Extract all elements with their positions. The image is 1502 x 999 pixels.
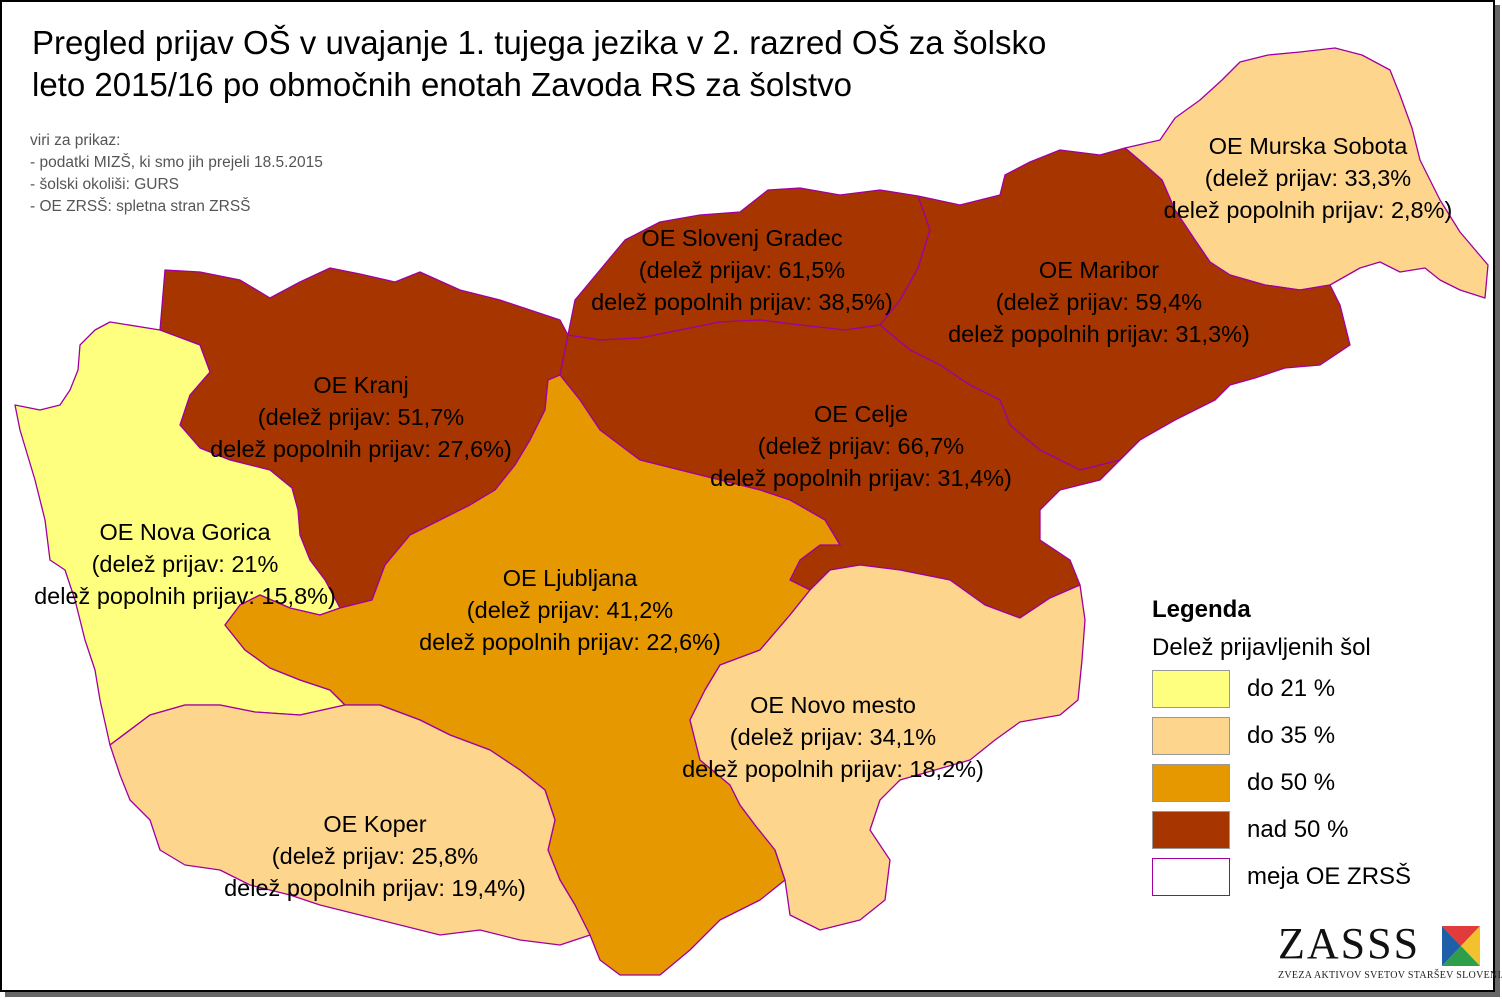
region-full-share: delež popolnih prijav: 31,3%)	[948, 321, 1250, 347]
legend-item: do 21 %	[1152, 668, 1371, 715]
legend-swatch	[1152, 811, 1230, 849]
region-share: (delež prijav: 34,1%	[729, 724, 937, 750]
label-maribor: OE Maribor (delež prijav: 59,4% delež po…	[948, 254, 1250, 350]
sources-line: - OE ZRSŠ: spletna stran ZRSŠ	[30, 198, 251, 215]
label-nova-gorica: OE Nova Gorica (delež prijav: 21% delež …	[34, 516, 336, 612]
legend-subtitle: Delež prijavljenih šol	[1152, 634, 1371, 661]
region-share: (delež prijav: 33,3%	[1204, 165, 1412, 191]
region-share: (delež prijav: 59,4%	[995, 289, 1203, 315]
legend: Legenda Delež prijavljenih šol do 21 % d…	[1152, 592, 1411, 903]
region-full-share: delež popolnih prijav: 22,6%)	[419, 629, 721, 655]
sources-note: viri za prikaz: - podatki MIZŠ, ki smo j…	[30, 130, 323, 218]
logo-subtitle: ZVEZA AKTIVOV SVETOV STARŠEV SLOVENIJE	[1278, 970, 1502, 981]
legend-swatch	[1152, 717, 1230, 755]
region-name: OE Murska Sobota	[1208, 133, 1408, 159]
legend-item: do 50 %	[1152, 762, 1371, 809]
region-full-share: delež popolnih prijav: 19,4%)	[224, 875, 526, 901]
region-name: OE Maribor	[1038, 257, 1160, 283]
region-full-share: delež popolnih prijav: 27,6%)	[210, 436, 512, 462]
label-murska-sobota: OE Murska Sobota (delež prijav: 33,3% de…	[1164, 130, 1453, 226]
logo-text: ZASSS	[1278, 919, 1421, 968]
region-share: (delež prijav: 21%	[91, 551, 279, 577]
logo-x-mark-icon	[1442, 926, 1480, 966]
zasss-logo: ZASSS ZVEZA AKTIVOV SVETOV STARŠEV SLOVE…	[1270, 918, 1502, 988]
region-name: OE Celje	[813, 401, 909, 427]
legend-swatch	[1152, 670, 1230, 708]
region-name: OE Kranj	[313, 372, 409, 398]
legend-label: do 50 %	[1247, 769, 1336, 796]
region-name: OE Novo mesto	[750, 692, 916, 718]
legend-swatch	[1152, 858, 1230, 896]
label-koper: OE Koper (delež prijav: 25,8% delež popo…	[224, 808, 526, 904]
label-ljubljana: OE Ljubljana (delež prijav: 41,2% delež …	[419, 562, 721, 658]
region-full-share: delež popolnih prijav: 38,5%)	[591, 289, 893, 315]
region-name: OE Slovenj Gradec	[641, 225, 843, 251]
region-share: (delež prijav: 41,2%	[466, 597, 674, 623]
region-novo-mesto[interactable]	[689, 564, 1086, 931]
region-name: OE Nova Gorica	[99, 519, 271, 545]
region-koper[interactable]	[109, 704, 591, 946]
region-share: (delež prijav: 51,7%	[257, 404, 465, 430]
region-share: (delež prijav: 25,8%	[271, 843, 479, 869]
legend-item: nad 50 %	[1152, 809, 1371, 856]
legend-label: meja OE ZRSŠ	[1247, 863, 1412, 890]
label-novo-mesto: OE Novo mesto (delež prijav: 34,1% delež…	[682, 689, 984, 785]
region-name: OE Ljubljana	[502, 565, 638, 591]
sources-line: viri za prikaz:	[30, 132, 121, 149]
legend-item: meja OE ZRSŠ	[1152, 856, 1411, 903]
region-full-share: delež popolnih prijav: 15,8%)	[34, 583, 336, 609]
region-full-share: delež popolnih prijav: 2,8%)	[1163, 197, 1453, 223]
region-name: OE Koper	[323, 811, 427, 837]
legend-swatch	[1152, 764, 1230, 802]
legend-label: do 21 %	[1247, 675, 1336, 702]
legend-label: nad 50 %	[1247, 816, 1349, 843]
legend-label: do 35 %	[1247, 722, 1336, 749]
region-full-share: delež popolnih prijav: 18,2%)	[682, 756, 984, 782]
legend-title: Legenda	[1152, 596, 1251, 623]
sources-line: - podatki MIZŠ, ki smo jih prejeli 18.5.…	[30, 154, 323, 171]
label-kranj: OE Kranj (delež prijav: 51,7% delež popo…	[210, 369, 512, 465]
label-celje: OE Celje (delež prijav: 66,7% delež popo…	[710, 398, 1012, 494]
map-title: Pregled prijav OŠ v uvajanje 1. tujega j…	[32, 24, 1047, 103]
sources-line: - šolski okoliši: GURS	[30, 176, 179, 193]
region-full-share: delež popolnih prijav: 31,4%)	[710, 465, 1012, 491]
region-share: (delež prijav: 66,7%	[757, 433, 965, 459]
legend-item: do 35 %	[1152, 715, 1371, 762]
region-ljubljana[interactable]	[224, 374, 841, 976]
region-share: (delež prijav: 61,5%	[638, 257, 846, 283]
label-slovenj-gradec: OE Slovenj Gradec (delež prijav: 61,5% d…	[591, 222, 893, 318]
